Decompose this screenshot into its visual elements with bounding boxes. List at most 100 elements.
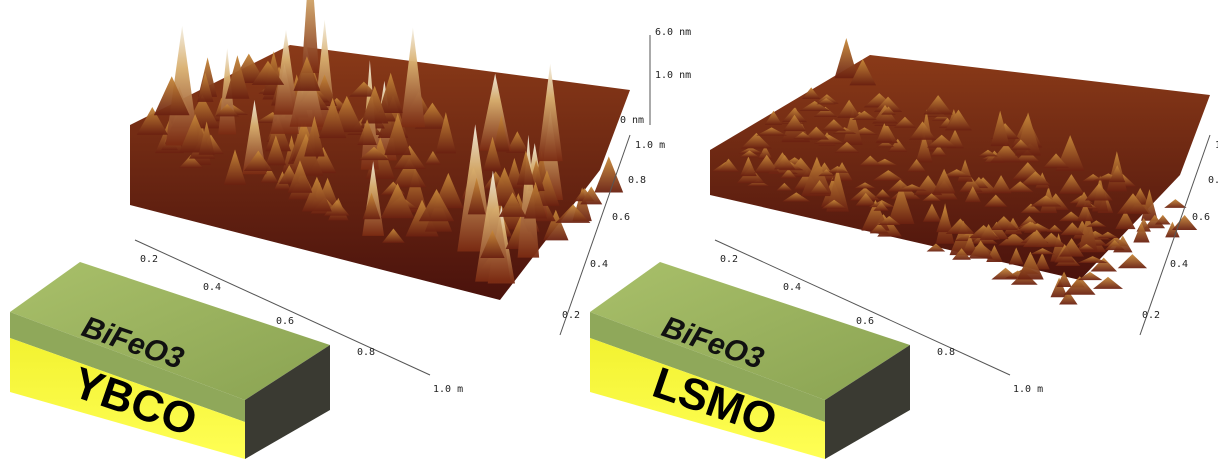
afm-peak [944,109,973,131]
afm-peak [358,146,390,161]
afm-peak [1063,276,1096,295]
afm-peak [517,134,540,258]
block-front-yellow [10,338,245,459]
afm-peak [555,204,591,223]
afm-peak [803,126,829,140]
afm-peak [435,112,457,154]
afm-peak [1144,214,1166,229]
afm-peak [243,150,273,172]
afm-peak [1046,224,1063,232]
x-tick-label: 1.0 m [433,384,463,395]
afm-peak [816,98,836,105]
z-tick-label: 1.0 nm [655,70,691,81]
afm-peak [402,167,428,213]
afm-peak [523,181,548,219]
afm-peak [821,119,847,131]
afm-peak [962,234,977,253]
afm-peak [1030,195,1062,207]
afm-peak [1133,222,1150,243]
y-tick-label: 0.2 [562,310,580,321]
afm-peak [922,193,942,202]
afm-peak [1076,202,1094,222]
afm-peak [874,189,891,198]
afm-peak [251,60,285,85]
block-front-green [590,312,825,422]
afm-peak [952,248,971,260]
afm-peak [984,194,1008,207]
y-tick-label: 1.0 m [1215,140,1218,151]
afm-peak [740,132,772,149]
afm-peak [483,136,502,171]
afm-peak [793,131,813,139]
afm-peak [1117,254,1148,269]
block-front-yellow [590,338,825,459]
afm-peak [876,122,893,143]
afm-peak [893,116,916,128]
afm-peak [360,85,389,124]
afm-peak [1078,211,1098,252]
afm-peak [758,145,773,159]
afm-peak [849,187,881,201]
afm-peak [392,158,427,188]
afm-peak [945,218,975,234]
afm-peak [926,134,957,148]
afm-peak [301,0,319,74]
afm-peak [323,200,350,216]
afm-peak [930,145,947,157]
afm-peak [165,25,199,146]
y-tick-label: 0.6 [612,212,630,223]
afm-peak [1092,276,1124,289]
afm-peak [1115,210,1136,230]
afm-peak [923,95,953,115]
afm-peak [223,149,247,185]
afm-peak [198,121,215,155]
afm-peak [989,216,1019,230]
afm-peak [959,176,983,192]
afm-peak [964,186,981,203]
afm-peak [1022,229,1051,248]
x-tick-label: 0.8 [937,347,955,358]
afm-peak [1104,240,1125,251]
afm-peak [384,113,412,156]
x-tick-label: 0.2 [720,254,738,265]
afm-peak [1017,251,1044,280]
afm-peak [393,145,426,170]
y-tick-label: 0.8 [628,175,646,186]
afm-peak [872,170,905,181]
afm-peak [813,134,845,144]
afm-peak [225,55,250,99]
afm-peak [153,76,190,116]
afm-peak [1015,221,1045,232]
y-tick-label: 0.4 [590,259,608,270]
afm-peak [941,169,972,177]
afm-peak [1077,271,1103,281]
afm-peak [287,160,313,193]
afm-peak [1034,252,1050,270]
x-tick-label: 0.2 [140,254,158,265]
afm-peak [873,96,903,112]
afm-peak [922,203,942,222]
afm-peak [505,131,529,153]
afm-peak [1020,171,1051,186]
afm-peak [859,155,882,166]
afm-peak [1006,181,1034,193]
afm-peak [978,149,998,157]
z-tick-label: 6.0 nm [655,27,691,38]
afm-peak [265,135,286,166]
block-top [590,262,910,400]
afm-peak [1077,243,1096,251]
afm-peak [480,230,505,258]
panel: 0.2 0.4 0.6 0.8 1.0 m 1.0 m 0.8 0.6 0.4 0.2 6.0 nm… [10,0,691,459]
afm-peak [718,158,739,172]
afm-peak [1117,193,1149,214]
afm-peak [1008,247,1024,265]
afm-peak [543,209,569,241]
afm-peak [782,192,811,202]
afm-peak [826,167,849,212]
afm-peak [197,72,214,102]
y-tick-label: 0.8 [1208,175,1218,186]
x-tick-label: 1.0 m [1013,384,1043,395]
afm-peak [802,87,821,99]
afm-peak [318,97,347,139]
